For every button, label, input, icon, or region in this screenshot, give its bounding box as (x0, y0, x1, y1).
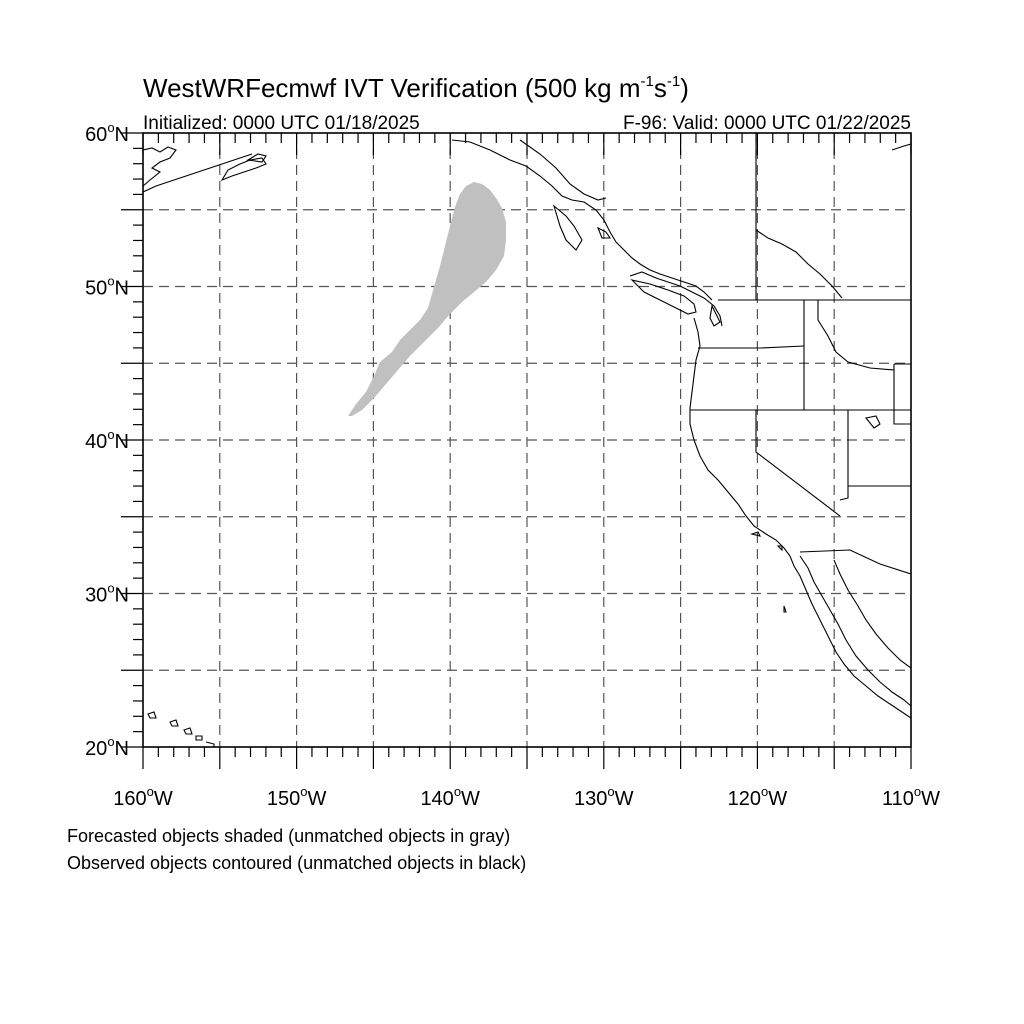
valid-time: F-96: Valid: 0000 UTC 01/22/2025 (623, 113, 911, 134)
graticule-grid (143, 133, 911, 747)
initialized-time: Initialized: 0000 UTC 01/18/2025 (143, 113, 420, 134)
map-frame (142, 132, 912, 748)
longitude-label: 150oW (267, 784, 327, 810)
longitude-label: 160oW (113, 784, 173, 810)
forecast-legend-note: Forecasted objects shaded (unmatched obj… (67, 826, 511, 846)
longitude-label: 120oW (728, 784, 788, 810)
title-superscript-1: -1 (641, 73, 654, 90)
map-title: WestWRFecmwf IVT Verification (500 kg m-… (143, 73, 689, 103)
latitude-label: 50oN (85, 274, 129, 300)
latitude-labels: 60oN 50oN 40oN 30oN 20oN (85, 120, 129, 760)
coastlines (143, 133, 911, 747)
longitude-label: 140oW (420, 784, 480, 810)
latitude-label: 30oN (85, 581, 129, 607)
longitude-labels: 160oW 150oW 140oW 130oW 120oW 110oW (113, 784, 940, 810)
latitude-label: 60oN (85, 120, 129, 146)
latitude-label: 40oN (85, 427, 129, 453)
longitude-label: 110oW (882, 784, 940, 810)
latitude-label: 20oN (85, 734, 129, 760)
forecast-ivt-object (348, 182, 506, 416)
axis-ticks (121, 132, 912, 769)
observed-legend-note: Observed objects contoured (unmatched ob… (67, 853, 527, 873)
longitude-label: 130oW (574, 784, 634, 810)
title-superscript-2: -1 (667, 73, 680, 90)
